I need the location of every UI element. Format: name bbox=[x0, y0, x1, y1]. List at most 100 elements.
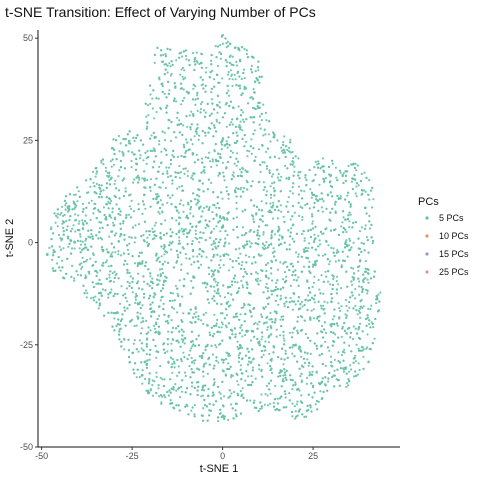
data-point bbox=[165, 153, 168, 156]
data-point bbox=[268, 318, 271, 321]
data-point bbox=[192, 343, 195, 346]
data-point bbox=[283, 368, 286, 371]
data-point bbox=[344, 298, 347, 302]
data-point bbox=[372, 275, 376, 278]
data-point bbox=[331, 207, 334, 210]
data-point bbox=[169, 196, 172, 199]
data-point bbox=[137, 223, 140, 226]
data-point bbox=[187, 203, 190, 206]
data-point bbox=[221, 312, 224, 315]
data-point bbox=[231, 266, 234, 269]
data-point bbox=[358, 230, 361, 233]
data-point bbox=[248, 255, 251, 258]
data-point bbox=[309, 271, 312, 275]
data-point bbox=[273, 136, 276, 139]
data-point bbox=[95, 166, 98, 170]
data-point bbox=[224, 59, 227, 62]
data-point bbox=[159, 364, 162, 368]
data-point bbox=[216, 45, 219, 48]
data-point bbox=[258, 234, 261, 237]
data-point bbox=[364, 277, 367, 280]
data-point bbox=[324, 376, 327, 379]
data-point bbox=[113, 329, 116, 332]
data-point bbox=[74, 230, 77, 233]
data-point bbox=[265, 282, 268, 285]
data-point bbox=[207, 387, 210, 391]
data-point bbox=[318, 183, 321, 186]
data-point bbox=[214, 344, 217, 347]
data-point bbox=[181, 295, 184, 298]
data-point bbox=[291, 186, 294, 189]
data-point bbox=[172, 266, 175, 269]
data-point bbox=[178, 239, 181, 242]
data-point bbox=[228, 336, 231, 339]
data-point bbox=[297, 296, 300, 299]
data-point bbox=[222, 216, 225, 219]
data-point bbox=[342, 216, 345, 219]
data-point bbox=[259, 163, 262, 166]
data-point bbox=[170, 319, 173, 322]
data-point bbox=[225, 302, 228, 305]
data-point bbox=[287, 229, 290, 232]
data-point bbox=[318, 319, 321, 322]
data-point bbox=[365, 317, 368, 321]
data-point bbox=[345, 304, 348, 308]
data-point bbox=[303, 239, 306, 242]
data-point bbox=[91, 235, 94, 238]
data-point bbox=[217, 326, 221, 329]
data-point bbox=[289, 378, 292, 381]
data-point bbox=[289, 263, 292, 266]
data-point bbox=[217, 152, 220, 155]
data-point bbox=[320, 307, 323, 310]
data-point bbox=[356, 332, 359, 335]
data-point bbox=[360, 226, 363, 229]
data-point bbox=[243, 244, 246, 247]
data-point bbox=[144, 186, 147, 189]
data-point bbox=[177, 404, 180, 407]
data-point bbox=[114, 218, 117, 221]
data-point bbox=[119, 222, 122, 225]
data-point bbox=[207, 156, 210, 159]
data-point bbox=[243, 134, 246, 137]
data-point bbox=[137, 176, 140, 179]
data-point bbox=[247, 375, 250, 378]
data-point bbox=[289, 141, 292, 144]
data-point bbox=[163, 279, 166, 282]
data-point bbox=[229, 149, 232, 153]
data-point bbox=[142, 280, 146, 283]
data-point bbox=[193, 60, 196, 63]
data-point bbox=[92, 212, 95, 215]
data-point bbox=[151, 383, 154, 387]
data-point bbox=[308, 361, 311, 365]
data-point bbox=[158, 143, 161, 146]
data-point bbox=[195, 311, 198, 314]
data-point bbox=[213, 313, 216, 316]
data-point bbox=[308, 299, 311, 302]
data-point bbox=[122, 294, 125, 297]
data-point bbox=[358, 368, 361, 372]
data-point bbox=[360, 345, 363, 349]
data-point bbox=[133, 339, 136, 342]
data-point bbox=[219, 238, 222, 241]
data-point bbox=[53, 212, 56, 215]
data-point bbox=[226, 160, 229, 164]
data-point bbox=[128, 142, 131, 145]
data-point bbox=[219, 331, 222, 334]
data-point bbox=[144, 264, 147, 268]
data-point bbox=[200, 62, 203, 65]
data-point bbox=[182, 338, 185, 342]
data-point bbox=[189, 292, 192, 295]
data-point bbox=[146, 104, 149, 107]
data-point bbox=[226, 61, 229, 64]
data-point bbox=[163, 253, 166, 256]
data-point bbox=[365, 236, 369, 239]
data-point bbox=[333, 374, 336, 377]
data-point bbox=[75, 204, 78, 207]
data-point bbox=[296, 320, 299, 323]
data-point bbox=[166, 201, 169, 204]
data-point bbox=[138, 301, 142, 304]
data-point bbox=[301, 413, 304, 416]
data-point bbox=[216, 284, 219, 287]
data-point bbox=[52, 254, 55, 257]
data-point bbox=[113, 270, 116, 273]
